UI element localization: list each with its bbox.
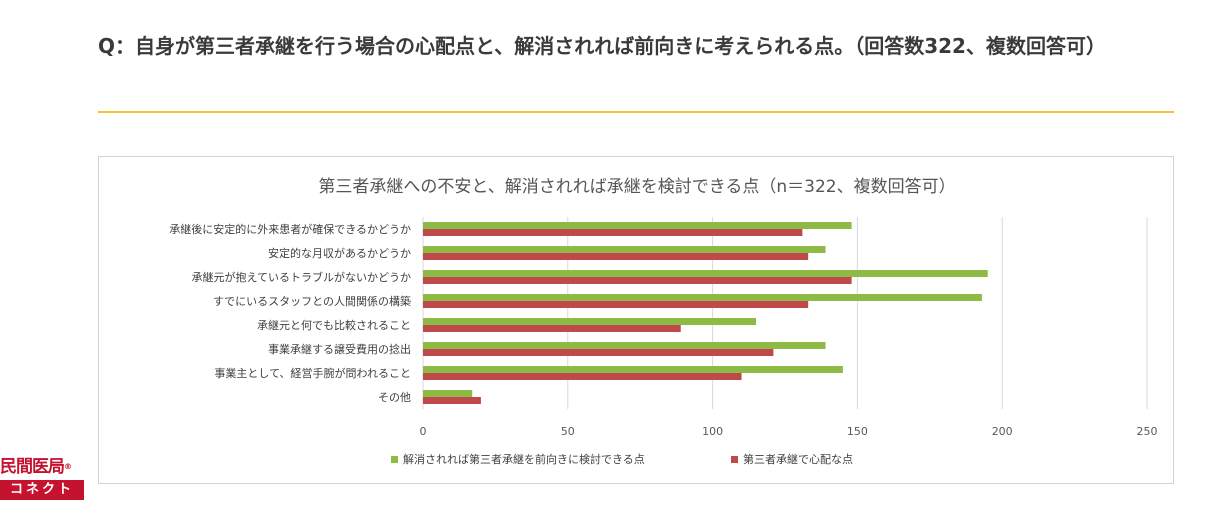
minkan-ikyoku-logo: 民間医局® コネクト <box>0 456 86 500</box>
bar-red <box>423 373 742 380</box>
category-label: 承継元と何でも比較されること <box>257 318 411 332</box>
bar-red <box>423 277 852 284</box>
x-tick-label: 150 <box>847 425 868 438</box>
bar-red <box>423 349 774 356</box>
bar-chart: 第三者承継への不安と、解消されれば承継を検討できる点（n＝322、複数回答可） … <box>169 177 1158 466</box>
logo-bottom-text: コネクト <box>0 480 84 500</box>
bar-green <box>423 222 852 229</box>
bar-red <box>423 253 809 260</box>
legend-label: 第三者承継で心配な点 <box>743 452 853 466</box>
title-divider <box>98 111 1174 113</box>
bar-green <box>423 366 843 373</box>
bar-red <box>423 229 803 236</box>
bar-green <box>423 294 982 301</box>
bar-green <box>423 390 473 397</box>
logo-top-text: 民間医局 <box>0 457 65 477</box>
bar-red <box>423 397 481 404</box>
x-tick-label: 0 <box>420 425 427 438</box>
category-label: 承継後に安定的に外来患者が確保できるかどうか <box>169 222 411 236</box>
x-tick-label: 200 <box>992 425 1013 438</box>
bar-green <box>423 270 988 277</box>
category-label: 承継元が抱えているトラブルがないかどうか <box>192 270 411 284</box>
x-tick-label: 250 <box>1137 425 1158 438</box>
category-label: その他 <box>378 391 411 404</box>
category-label: 事業承継する譲受費用の捻出 <box>268 342 411 356</box>
chart-container: 第三者承継への不安と、解消されれば承継を検討できる点（n＝322、複数回答可） … <box>98 156 1174 484</box>
bar-green <box>423 318 757 325</box>
x-tick-label: 50 <box>561 425 575 438</box>
legend-label: 解消されれば第三者承継を前向きに検討できる点 <box>403 452 645 466</box>
chart-title: 第三者承継への不安と、解消されれば承継を検討できる点（n＝322、複数回答可） <box>318 177 955 197</box>
legend-swatch <box>731 456 738 463</box>
category-label: 安定的な月収があるかどうか <box>268 246 411 260</box>
bar-red <box>423 301 809 308</box>
bar-red <box>423 325 681 332</box>
x-tick-label: 100 <box>702 425 723 438</box>
bar-green <box>423 246 826 253</box>
category-label: 事業主として、経営手腕が問われること <box>214 366 411 380</box>
legend-swatch <box>391 456 398 463</box>
category-label: すでにいるスタッフとの人間関係の構築 <box>213 294 411 308</box>
bar-green <box>423 342 826 349</box>
question-text: Q：自身が第三者承継を行う場合の心配点と、解消されれば前向きに考えられる点。（回… <box>98 34 1106 58</box>
